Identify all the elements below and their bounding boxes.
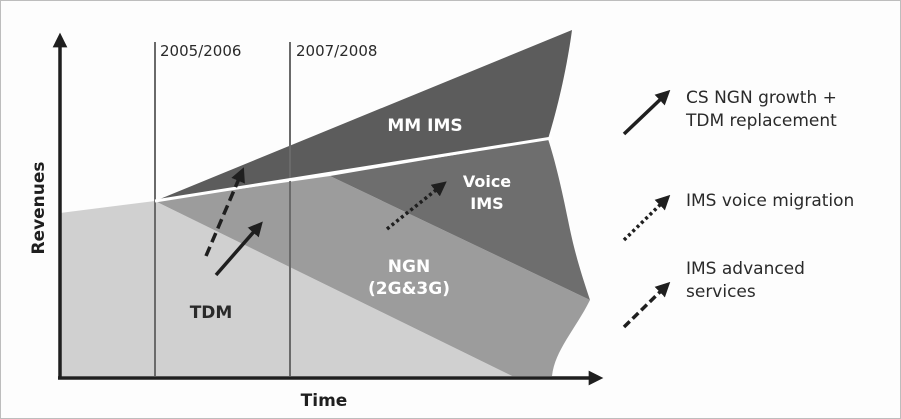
- mm-ims-area: [155, 30, 572, 201]
- ngn-area: [155, 176, 590, 376]
- tdm-label: TDM: [190, 303, 233, 323]
- voice-ims-label-line2: IMS: [470, 194, 503, 213]
- legend-3-line1: IMS advanced: [686, 259, 805, 279]
- voice-ims-area: [330, 139, 590, 300]
- voice-ims-label-line1: Voice: [463, 172, 511, 191]
- legend-dashed-arrow-icon: [622, 281, 671, 329]
- ngn-label-line1: NGN: [388, 257, 430, 277]
- legend-1-line2: TDM replacement: [685, 111, 837, 131]
- y-axis-label: Revenues: [29, 161, 49, 254]
- period-label-1: 2005/2006: [160, 42, 241, 60]
- ngn-label-line2: (2G&3G): [368, 279, 450, 299]
- legend-1-line1: CS NGN growth +: [686, 88, 837, 108]
- legend-3-line2: services: [686, 282, 756, 302]
- solid-arrow-cs-ngn: [214, 221, 263, 277]
- mm-ims-boundary: [154, 136, 553, 203]
- period-label-2: 2007/2008: [296, 42, 377, 60]
- tdm-area: [60, 201, 512, 376]
- x-axis-label: Time: [301, 391, 348, 411]
- mm-ims-label: MM IMS: [387, 116, 462, 136]
- legend-2-line1: IMS voice migration: [686, 191, 854, 211]
- legend-dotted-arrow-icon: [622, 194, 671, 242]
- legend-solid-arrow-icon: [622, 89, 671, 136]
